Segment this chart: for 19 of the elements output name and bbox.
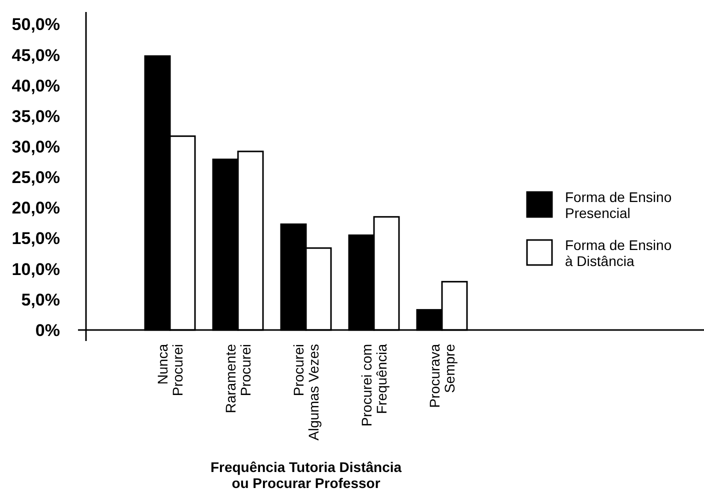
x-tick-label: Procurei Algumas Vezes	[290, 344, 322, 440]
x-tick-label: Raramente Procurei	[222, 344, 254, 414]
y-tick-label: 50,0%	[12, 15, 60, 34]
y-tick-label: 20,0%	[12, 198, 60, 218]
y-tick-label: 0%	[35, 320, 60, 340]
y-tick-label: 25,0%	[12, 168, 60, 188]
x-tick-label: Procurava Sempre	[426, 344, 458, 408]
y-tick-label: 30,0%	[12, 137, 60, 156]
y-tick-label: 40,0%	[12, 76, 60, 96]
y-tick-label: 10,0%	[12, 260, 60, 279]
legend-label: Forma de Ensino à Distância	[565, 237, 672, 269]
x-tick-label: Nunca Procurei	[154, 344, 186, 396]
x-axis-title: Frequência Tutoria Distância ou Procurar Professor	[210, 459, 402, 491]
legend-label: Forma de Ensino Presencial	[565, 189, 672, 221]
y-tick-label: 35,0%	[12, 106, 60, 126]
y-tick-label: 5,0%	[21, 290, 60, 310]
y-tick-label: 45,0%	[12, 46, 60, 65]
x-tick-label: Procurei com Frequência	[358, 344, 390, 426]
y-tick-label: 15,0%	[12, 229, 60, 248]
